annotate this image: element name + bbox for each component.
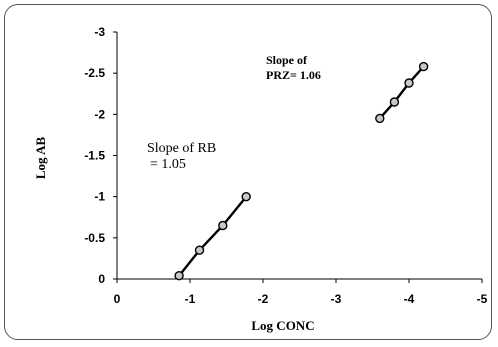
series-1-point [218,220,228,231]
y-tick-label: -0.5 [84,231,105,245]
annotation-slope-rb: Slope of RB = 1.05 [147,141,216,172]
x-tick-label: -4 [404,292,415,306]
series-1-point [241,191,251,202]
y-ticks: 0 -0.5 -1 -1.5 -2 -2.5 -3 [84,25,117,286]
annotation-slope-prz-line1: Slope of [266,53,308,67]
series-1-point [194,245,205,255]
annotation-slope-prz: Slope of PRZ= 1.06 [266,53,321,82]
x-axis-title: Log CONC [251,318,314,333]
series-2-point [418,61,429,72]
x-ticks: 0 -1 -2 -3 -4 -5 [114,279,488,306]
x-tick-label: 0 [114,292,121,306]
series-2-point [389,97,400,107]
x-tick-label: -3 [331,292,342,306]
series-layer [174,61,429,281]
series-2-point [404,78,414,88]
series-2-line [378,65,425,120]
annotation-slope-rb-line2: = 1.05 [150,157,186,172]
y-axis-title: Log AB [33,137,48,180]
chart-frame [4,4,492,340]
y-tick-label: -1.5 [84,149,105,163]
annotation-slope-rb-line1: Slope of RB [147,141,216,156]
series-1-point [174,271,184,281]
series-1-line [178,195,248,277]
series-2-point [375,113,385,124]
plot-area: 0 -0.5 -1 -1.5 -2 -2.5 -3 0 -1 -2 -3 -4 -5 [84,25,487,306]
y-tick-label: -3 [94,25,105,39]
y-tick-label: 0 [98,272,105,286]
x-tick-label: -5 [477,292,488,306]
y-tick-label: -1 [94,190,105,204]
annotation-slope-prz-line2: PRZ= 1.06 [266,68,321,82]
x-tick-label: -2 [258,292,269,306]
y-tick-label: -2.5 [84,66,105,80]
x-tick-label: -1 [185,292,196,306]
y-tick-label: -2 [94,107,105,121]
